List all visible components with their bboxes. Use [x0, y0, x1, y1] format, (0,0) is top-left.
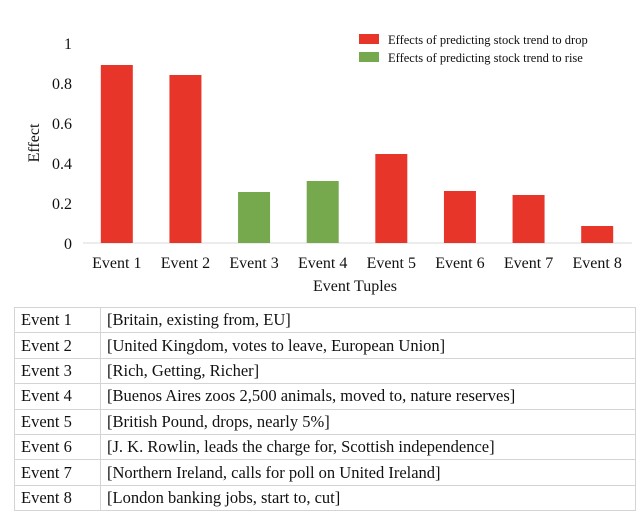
bar-2 [169, 75, 202, 243]
table-row: Event 4 [Buenos Aires zoos 2,500 animals,… [14, 383, 636, 410]
event-name-cell: Event 3 [14, 357, 101, 385]
event-tuple-cell: [British Pound, drops, nearly 5%] [100, 408, 636, 435]
bar-chart: 0 0.2 0.4 0.6 0.8 1 Event 1 Event 2 Event 3 Even… [26, 33, 632, 295]
event-tuple-cell: [United Kingdom, votes to leave, Europea… [100, 332, 636, 359]
x-axis-label: Event Tuples [313, 278, 397, 295]
event-tuple-cell: [Britain, existing from, EU] [100, 306, 636, 334]
event-tuple-cell: [Rich, Getting, Richer] [100, 357, 636, 385]
event-tuple-cell: [J. K. Rowlin, leads the charge for, Sco… [100, 433, 636, 461]
x-tick-label: Event 4 [298, 255, 347, 272]
event-name-cell: Event 8 [14, 484, 101, 512]
event-tuple-cell: [London banking jobs, start to, cut] [100, 484, 636, 512]
event-tuple-cell: [Northern Ireland, calls for poll on Uni… [100, 459, 636, 486]
y-tick-label: 0.2 [52, 196, 72, 213]
x-tick-label: Event 5 [367, 255, 416, 272]
x-tick-label: Event 7 [504, 255, 553, 272]
bar-6 [443, 191, 476, 243]
event-name-cell: Event 2 [14, 332, 101, 359]
y-tick-label: 1 [64, 36, 72, 53]
table-row: Event 1 [Britain, existing from, EU] [14, 306, 636, 334]
event-tuples-table: Event 1 [Britain, existing from, EU] Event… [14, 306, 636, 512]
bar-7 [512, 195, 545, 243]
event-name-cell: Event 4 [14, 383, 101, 410]
table-row: Event 8 [London banking jobs, start to, c… [14, 484, 636, 512]
event-name-cell: Event 7 [14, 459, 101, 486]
x-tick-label: Event 1 [92, 255, 141, 272]
y-tick-label: 0.6 [52, 116, 72, 133]
legend-swatch-drop [359, 34, 379, 44]
table-row: Event 6 [J. K. Rowlin, leads the charge f… [14, 433, 636, 461]
y-tick-label: 0.4 [52, 156, 72, 173]
bar-1 [100, 65, 133, 243]
x-tick-label: Event 6 [435, 255, 484, 272]
event-name-cell: Event 1 [14, 306, 101, 334]
bar-5 [375, 154, 408, 243]
table-row: Event 3 [Rich, Getting, Richer] [14, 357, 636, 385]
event-name-cell: Event 6 [14, 433, 101, 461]
legend-label-rise: Effects of predicting stock trend to ris… [388, 51, 583, 65]
table-row: Event 2 [United Kingdom, votes to leave, … [14, 332, 636, 359]
bar-4 [306, 181, 339, 243]
bar-8 [581, 226, 614, 243]
x-tick-label: Event 2 [161, 255, 210, 272]
event-name-cell: Event 5 [14, 408, 101, 435]
y-tick-label: 0 [64, 236, 72, 253]
table-row: Event 7 [Northern Ireland, calls for poll… [14, 459, 636, 486]
y-tick-label: 0.8 [52, 76, 72, 93]
table-row: Event 5 [British Pound, drops, nearly 5%] [14, 408, 636, 435]
event-tuple-cell: [Buenos Aires zoos 2,500 animals, moved … [100, 383, 636, 410]
legend-label-drop: Effects of predicting stock trend to dro… [388, 33, 588, 47]
bar-3 [238, 192, 271, 243]
legend-swatch-rise [359, 52, 379, 62]
x-tick-label: Event 3 [229, 255, 278, 272]
x-tick-label: Event 8 [573, 255, 622, 272]
y-axis-label: Effect [26, 123, 43, 162]
legend: Effects of predicting stock trend to dro… [359, 33, 588, 65]
